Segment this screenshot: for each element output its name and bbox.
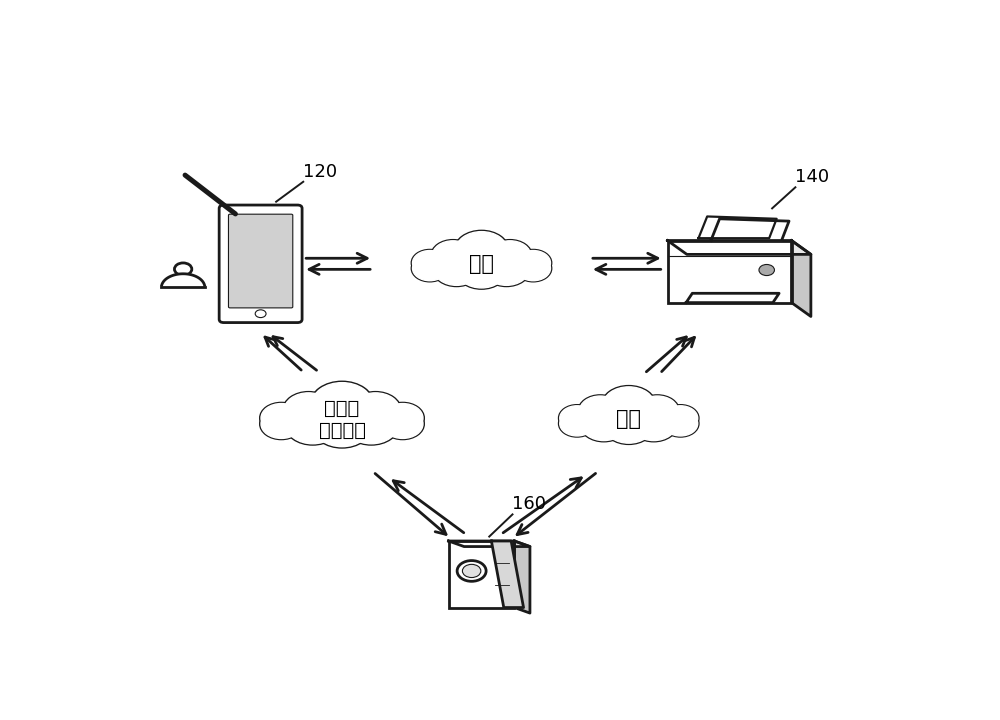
Circle shape bbox=[174, 263, 192, 275]
Circle shape bbox=[433, 253, 480, 286]
Circle shape bbox=[412, 256, 448, 281]
Circle shape bbox=[351, 393, 400, 428]
Circle shape bbox=[484, 253, 529, 285]
Circle shape bbox=[604, 408, 654, 444]
FancyBboxPatch shape bbox=[228, 214, 293, 308]
Circle shape bbox=[432, 240, 474, 271]
Polygon shape bbox=[711, 219, 789, 240]
Circle shape bbox=[559, 411, 595, 436]
Circle shape bbox=[412, 250, 448, 276]
Circle shape bbox=[559, 405, 595, 431]
Circle shape bbox=[382, 403, 424, 433]
Circle shape bbox=[255, 310, 266, 318]
Circle shape bbox=[631, 408, 676, 441]
Circle shape bbox=[663, 411, 698, 436]
Circle shape bbox=[637, 396, 678, 426]
Circle shape bbox=[382, 410, 423, 438]
Circle shape bbox=[579, 395, 622, 426]
Circle shape bbox=[284, 393, 333, 428]
Circle shape bbox=[605, 408, 653, 444]
Circle shape bbox=[602, 386, 655, 425]
Circle shape bbox=[344, 405, 398, 444]
Circle shape bbox=[759, 264, 774, 276]
Circle shape bbox=[489, 240, 531, 271]
Circle shape bbox=[286, 405, 340, 444]
Polygon shape bbox=[514, 541, 530, 613]
Text: 120: 120 bbox=[303, 163, 337, 181]
Circle shape bbox=[283, 392, 334, 428]
Circle shape bbox=[663, 405, 698, 431]
Circle shape bbox=[663, 411, 698, 436]
Bar bbox=[449, 541, 514, 608]
Circle shape bbox=[313, 405, 371, 447]
Polygon shape bbox=[668, 240, 811, 254]
Circle shape bbox=[286, 406, 339, 444]
Circle shape bbox=[382, 409, 424, 439]
Text: 网络: 网络 bbox=[616, 409, 641, 429]
Circle shape bbox=[663, 406, 698, 431]
Text: 140: 140 bbox=[795, 168, 830, 186]
Circle shape bbox=[515, 250, 551, 276]
Bar bbox=[668, 240, 792, 302]
Circle shape bbox=[261, 410, 302, 438]
Circle shape bbox=[489, 240, 531, 271]
Circle shape bbox=[432, 240, 474, 271]
Circle shape bbox=[631, 408, 677, 441]
Circle shape bbox=[515, 256, 551, 281]
Polygon shape bbox=[792, 240, 811, 317]
Circle shape bbox=[581, 408, 627, 441]
Circle shape bbox=[579, 396, 621, 426]
Circle shape bbox=[311, 382, 373, 427]
Circle shape bbox=[314, 406, 370, 446]
Circle shape bbox=[560, 411, 594, 436]
Circle shape bbox=[581, 408, 626, 441]
Circle shape bbox=[560, 406, 594, 431]
Circle shape bbox=[413, 251, 447, 275]
Text: 网络或
离线方式: 网络或 离线方式 bbox=[318, 399, 366, 439]
Circle shape bbox=[462, 564, 481, 577]
Circle shape bbox=[261, 403, 302, 433]
Text: 网络: 网络 bbox=[469, 254, 494, 274]
Circle shape bbox=[413, 256, 447, 281]
Circle shape bbox=[457, 253, 506, 288]
Circle shape bbox=[434, 253, 479, 285]
Circle shape bbox=[457, 253, 506, 289]
Circle shape bbox=[516, 251, 550, 275]
Circle shape bbox=[455, 231, 508, 269]
Circle shape bbox=[483, 253, 530, 286]
Text: 160: 160 bbox=[512, 495, 546, 513]
Circle shape bbox=[636, 395, 679, 426]
Polygon shape bbox=[449, 541, 530, 546]
Polygon shape bbox=[491, 541, 524, 608]
Circle shape bbox=[456, 232, 507, 269]
FancyBboxPatch shape bbox=[219, 205, 302, 323]
Circle shape bbox=[260, 403, 302, 433]
Polygon shape bbox=[686, 293, 779, 302]
Circle shape bbox=[312, 382, 372, 426]
Polygon shape bbox=[698, 217, 777, 238]
Circle shape bbox=[516, 256, 550, 281]
Polygon shape bbox=[161, 274, 205, 287]
Circle shape bbox=[260, 409, 302, 439]
Circle shape bbox=[350, 392, 401, 428]
Circle shape bbox=[382, 403, 423, 433]
Circle shape bbox=[603, 387, 655, 424]
Circle shape bbox=[457, 561, 486, 581]
Circle shape bbox=[345, 406, 398, 444]
